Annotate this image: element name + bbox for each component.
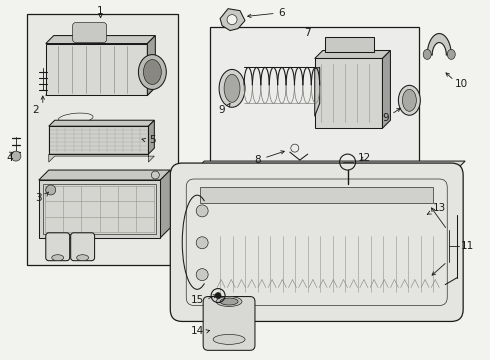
Text: 1: 1 bbox=[97, 6, 104, 15]
Text: 6: 6 bbox=[247, 8, 285, 18]
Bar bbox=[43, 184, 156, 234]
Ellipse shape bbox=[216, 297, 242, 306]
Text: 15: 15 bbox=[191, 294, 204, 305]
Ellipse shape bbox=[402, 89, 416, 111]
Ellipse shape bbox=[398, 85, 420, 115]
Text: 14: 14 bbox=[191, 327, 204, 336]
Text: 9: 9 bbox=[219, 105, 225, 115]
Polygon shape bbox=[383, 50, 391, 128]
Ellipse shape bbox=[219, 69, 245, 107]
Text: 3: 3 bbox=[35, 193, 42, 203]
Polygon shape bbox=[427, 33, 451, 55]
Text: 5: 5 bbox=[149, 135, 156, 145]
FancyBboxPatch shape bbox=[73, 23, 106, 42]
Bar bbox=[27, 14, 178, 265]
Ellipse shape bbox=[224, 75, 240, 102]
Polygon shape bbox=[160, 170, 171, 238]
Ellipse shape bbox=[52, 255, 64, 261]
Polygon shape bbox=[46, 87, 155, 95]
Bar bbox=[325, 37, 374, 53]
Polygon shape bbox=[49, 154, 154, 162]
Bar bbox=[49, 126, 148, 154]
Circle shape bbox=[227, 15, 237, 24]
Bar bbox=[39, 180, 160, 238]
Polygon shape bbox=[315, 67, 319, 116]
FancyBboxPatch shape bbox=[46, 233, 70, 261]
Ellipse shape bbox=[423, 49, 431, 59]
Polygon shape bbox=[194, 161, 465, 173]
Text: 12: 12 bbox=[358, 153, 371, 163]
Ellipse shape bbox=[138, 55, 166, 89]
Polygon shape bbox=[46, 44, 147, 95]
FancyBboxPatch shape bbox=[203, 297, 255, 350]
Polygon shape bbox=[315, 50, 391, 58]
Circle shape bbox=[196, 237, 208, 249]
Ellipse shape bbox=[220, 298, 238, 305]
Ellipse shape bbox=[213, 334, 245, 345]
FancyBboxPatch shape bbox=[171, 163, 463, 321]
Circle shape bbox=[11, 151, 21, 161]
Circle shape bbox=[196, 269, 208, 280]
Text: 9: 9 bbox=[382, 113, 389, 123]
Circle shape bbox=[46, 185, 56, 195]
Text: 8: 8 bbox=[255, 151, 284, 165]
Ellipse shape bbox=[447, 49, 455, 59]
Polygon shape bbox=[147, 36, 155, 95]
Bar bbox=[49, 126, 148, 154]
Polygon shape bbox=[148, 120, 154, 154]
Ellipse shape bbox=[76, 255, 89, 261]
Text: 2: 2 bbox=[32, 105, 39, 115]
Circle shape bbox=[196, 205, 208, 217]
Text: 7: 7 bbox=[304, 28, 311, 37]
Polygon shape bbox=[39, 170, 171, 180]
Polygon shape bbox=[46, 36, 155, 44]
Bar bbox=[200, 187, 433, 203]
Polygon shape bbox=[49, 120, 154, 126]
Text: 11: 11 bbox=[461, 241, 474, 251]
Text: 4: 4 bbox=[7, 153, 14, 163]
Circle shape bbox=[215, 293, 221, 298]
FancyBboxPatch shape bbox=[71, 233, 95, 261]
Polygon shape bbox=[220, 9, 245, 31]
Bar bbox=[315, 58, 383, 128]
Text: 13: 13 bbox=[427, 203, 446, 214]
Bar bbox=[210, 27, 419, 168]
Text: 10: 10 bbox=[455, 79, 468, 89]
Ellipse shape bbox=[144, 59, 161, 85]
